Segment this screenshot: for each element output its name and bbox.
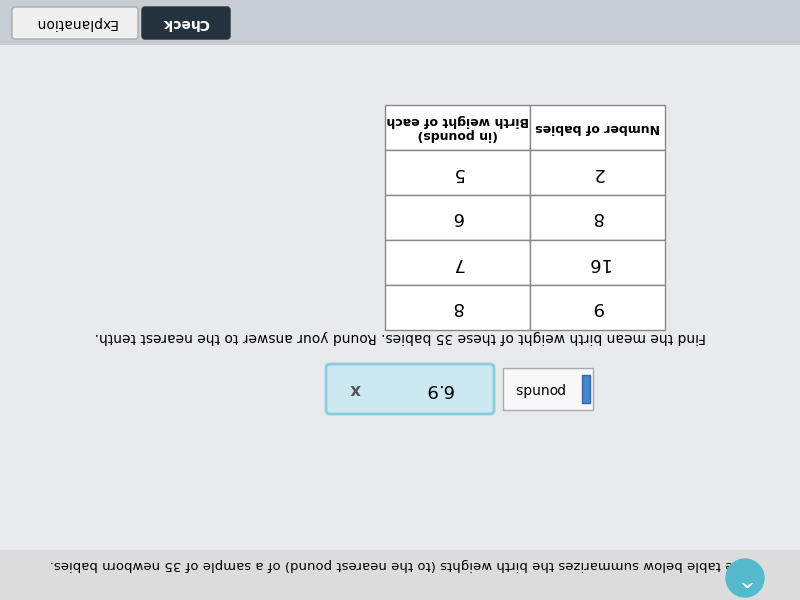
Bar xyxy=(385,150,530,195)
Text: 9: 9 xyxy=(592,298,603,317)
Text: The table below summarizes the birth weights (to the nearest pound) of a sample : The table below summarizes the birth wei… xyxy=(50,559,750,572)
Bar xyxy=(582,375,590,403)
Bar xyxy=(530,195,665,240)
Bar xyxy=(385,285,530,330)
Bar xyxy=(385,240,530,285)
Text: 6.9: 6.9 xyxy=(424,380,452,398)
Text: 8: 8 xyxy=(452,298,463,317)
Text: Check: Check xyxy=(162,16,210,30)
FancyBboxPatch shape xyxy=(326,364,494,414)
FancyBboxPatch shape xyxy=(12,7,138,39)
Text: pounds: pounds xyxy=(513,382,563,396)
Text: 8: 8 xyxy=(592,208,603,226)
Text: Explanation: Explanation xyxy=(34,16,116,30)
Text: Number of babies: Number of babies xyxy=(535,121,660,134)
Bar xyxy=(0,0,800,45)
FancyBboxPatch shape xyxy=(142,7,230,39)
Bar xyxy=(530,240,665,285)
Text: 6: 6 xyxy=(452,208,463,226)
Bar xyxy=(385,105,530,150)
Text: 2: 2 xyxy=(592,163,603,181)
Text: x: x xyxy=(350,380,360,398)
Bar xyxy=(530,150,665,195)
Bar xyxy=(503,368,593,410)
Text: Find the mean birth weight of these 35 babies. Round your answer to the nearest : Find the mean birth weight of these 35 b… xyxy=(94,330,706,344)
Text: ^: ^ xyxy=(738,569,753,587)
Text: (in pounds): (in pounds) xyxy=(418,128,498,141)
Text: 16: 16 xyxy=(586,253,609,271)
Bar xyxy=(530,285,665,330)
Circle shape xyxy=(726,559,764,597)
Text: 5: 5 xyxy=(452,163,463,181)
Bar xyxy=(0,45,800,550)
Bar xyxy=(530,105,665,150)
Bar xyxy=(385,195,530,240)
Text: 7: 7 xyxy=(452,253,463,271)
Text: Birth weight of each: Birth weight of each xyxy=(386,114,529,127)
